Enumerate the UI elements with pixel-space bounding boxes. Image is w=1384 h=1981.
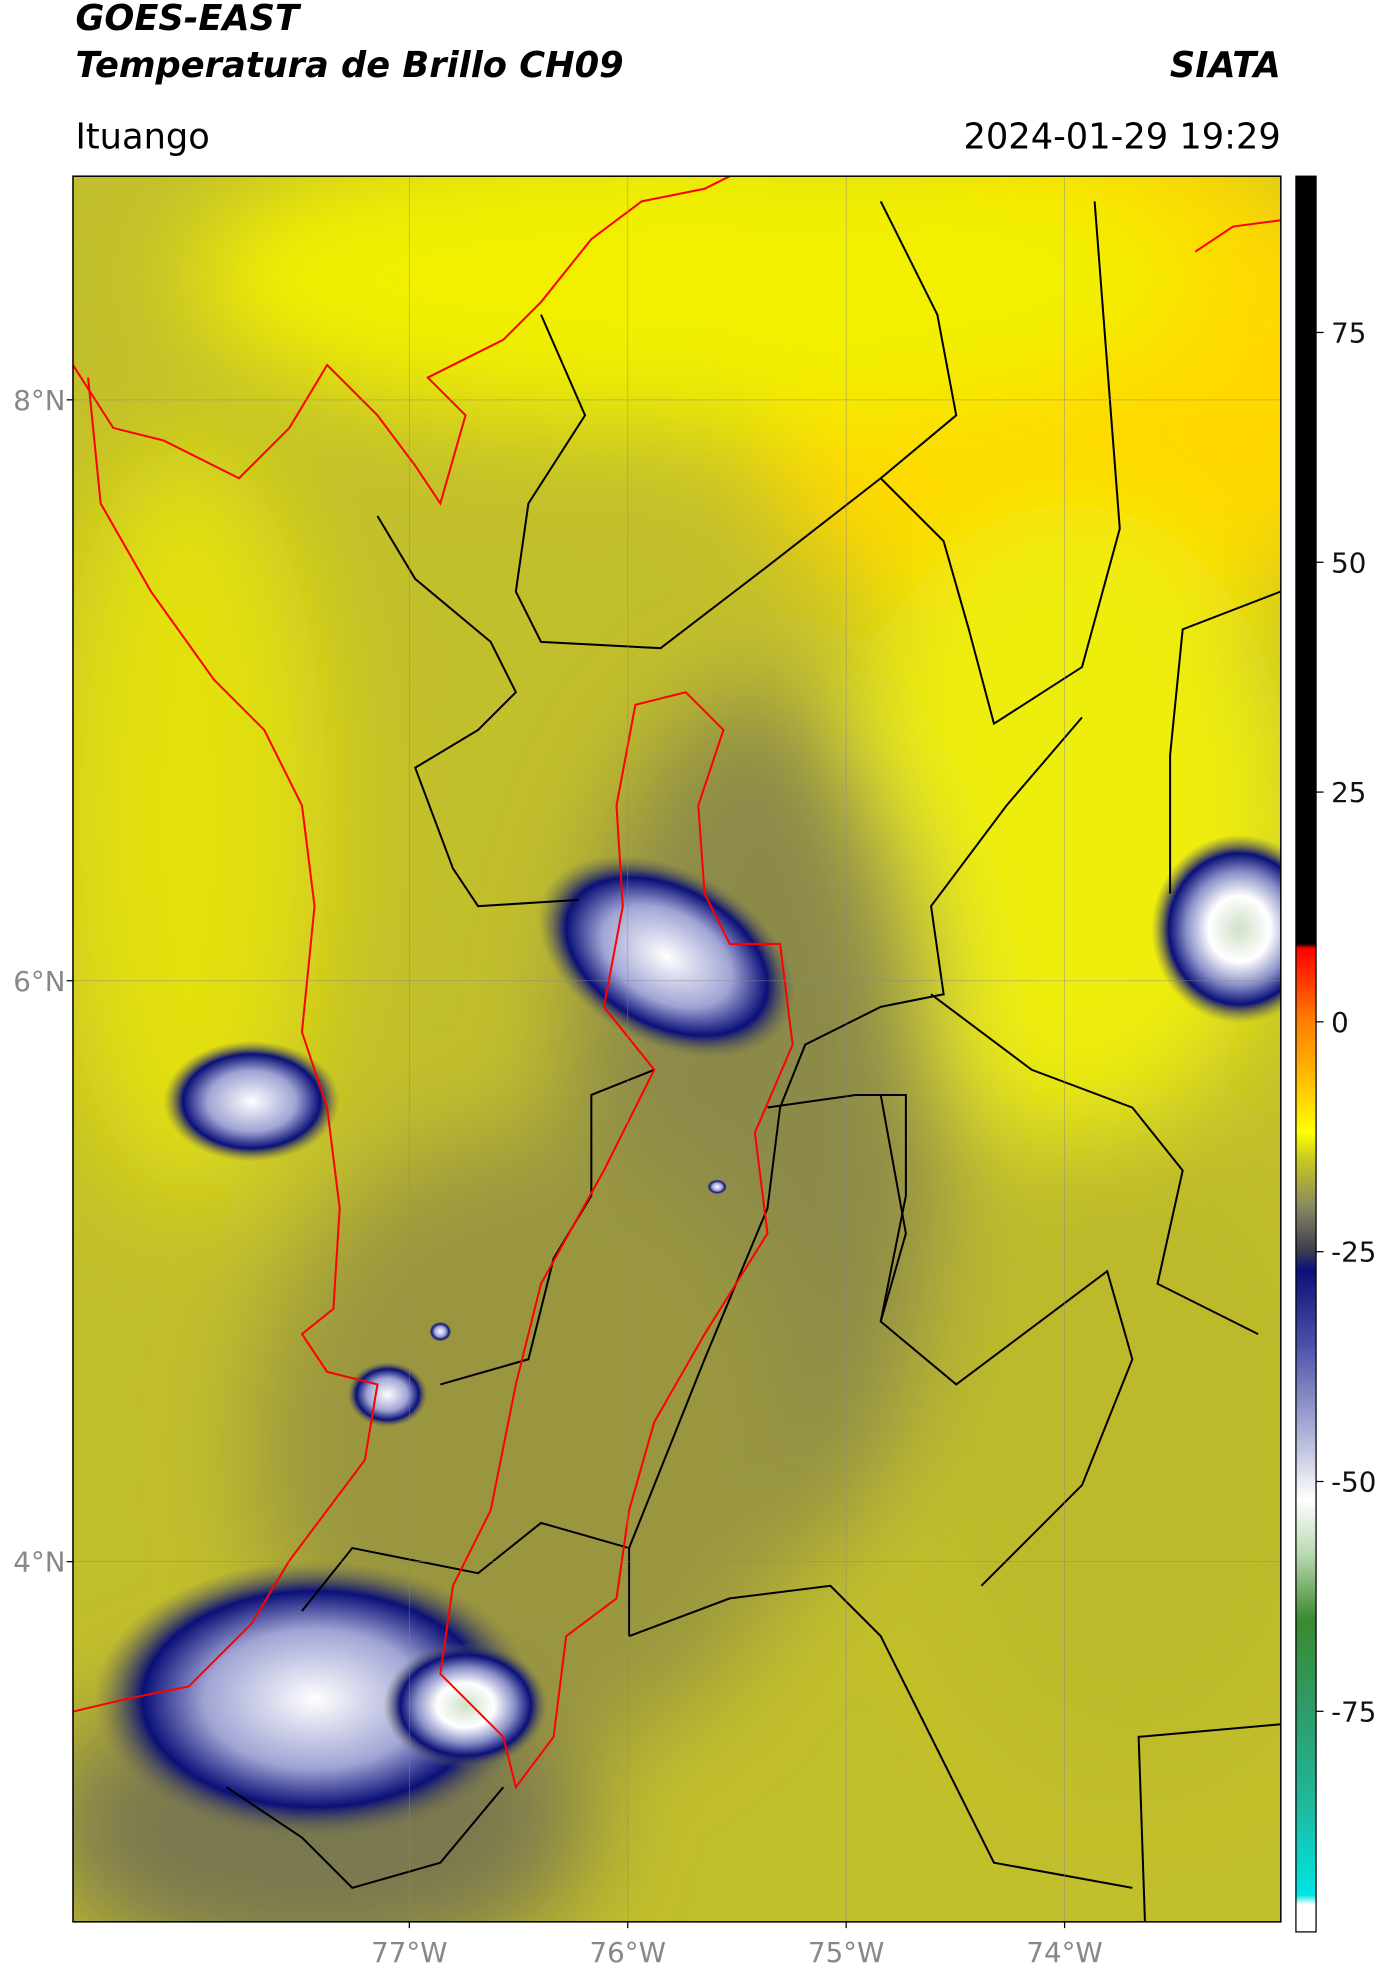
colorbar — [1295, 175, 1317, 1933]
country-borders — [72, 176, 1281, 1790]
lat-label: 6°N — [13, 965, 65, 998]
source: SIATA — [1170, 45, 1281, 86]
map — [72, 176, 1281, 1922]
region: Ituango — [75, 117, 209, 158]
admin-borders — [225, 200, 1281, 1922]
colorbar-label: 25 — [1331, 776, 1366, 809]
colorbar-label: 0 — [1331, 1006, 1349, 1039]
colorbar-label: 75 — [1331, 317, 1366, 350]
lon-label: 74°W — [1026, 1936, 1102, 1969]
datetime: 2024-01-29 19:29 — [964, 117, 1281, 158]
lon-label: 75°W — [808, 1936, 884, 1969]
lat-label: 4°N — [13, 1546, 65, 1579]
lon-label: 76°W — [590, 1936, 666, 1969]
colorbar-label: 50 — [1331, 546, 1366, 579]
map-frame — [72, 175, 1282, 1923]
colorbar-label: -25 — [1331, 1236, 1376, 1269]
subtitle: Temperatura de Brillo CH09 — [75, 45, 623, 86]
clouds — [94, 834, 1281, 1838]
grid — [72, 176, 1281, 1922]
colorbar-label: -50 — [1331, 1466, 1376, 1499]
colorbar-label: -75 — [1331, 1695, 1376, 1728]
lon-label: 77°W — [371, 1936, 447, 1969]
lat-label: 8°N — [13, 384, 65, 417]
title: GOES-EAST — [75, 0, 302, 39]
